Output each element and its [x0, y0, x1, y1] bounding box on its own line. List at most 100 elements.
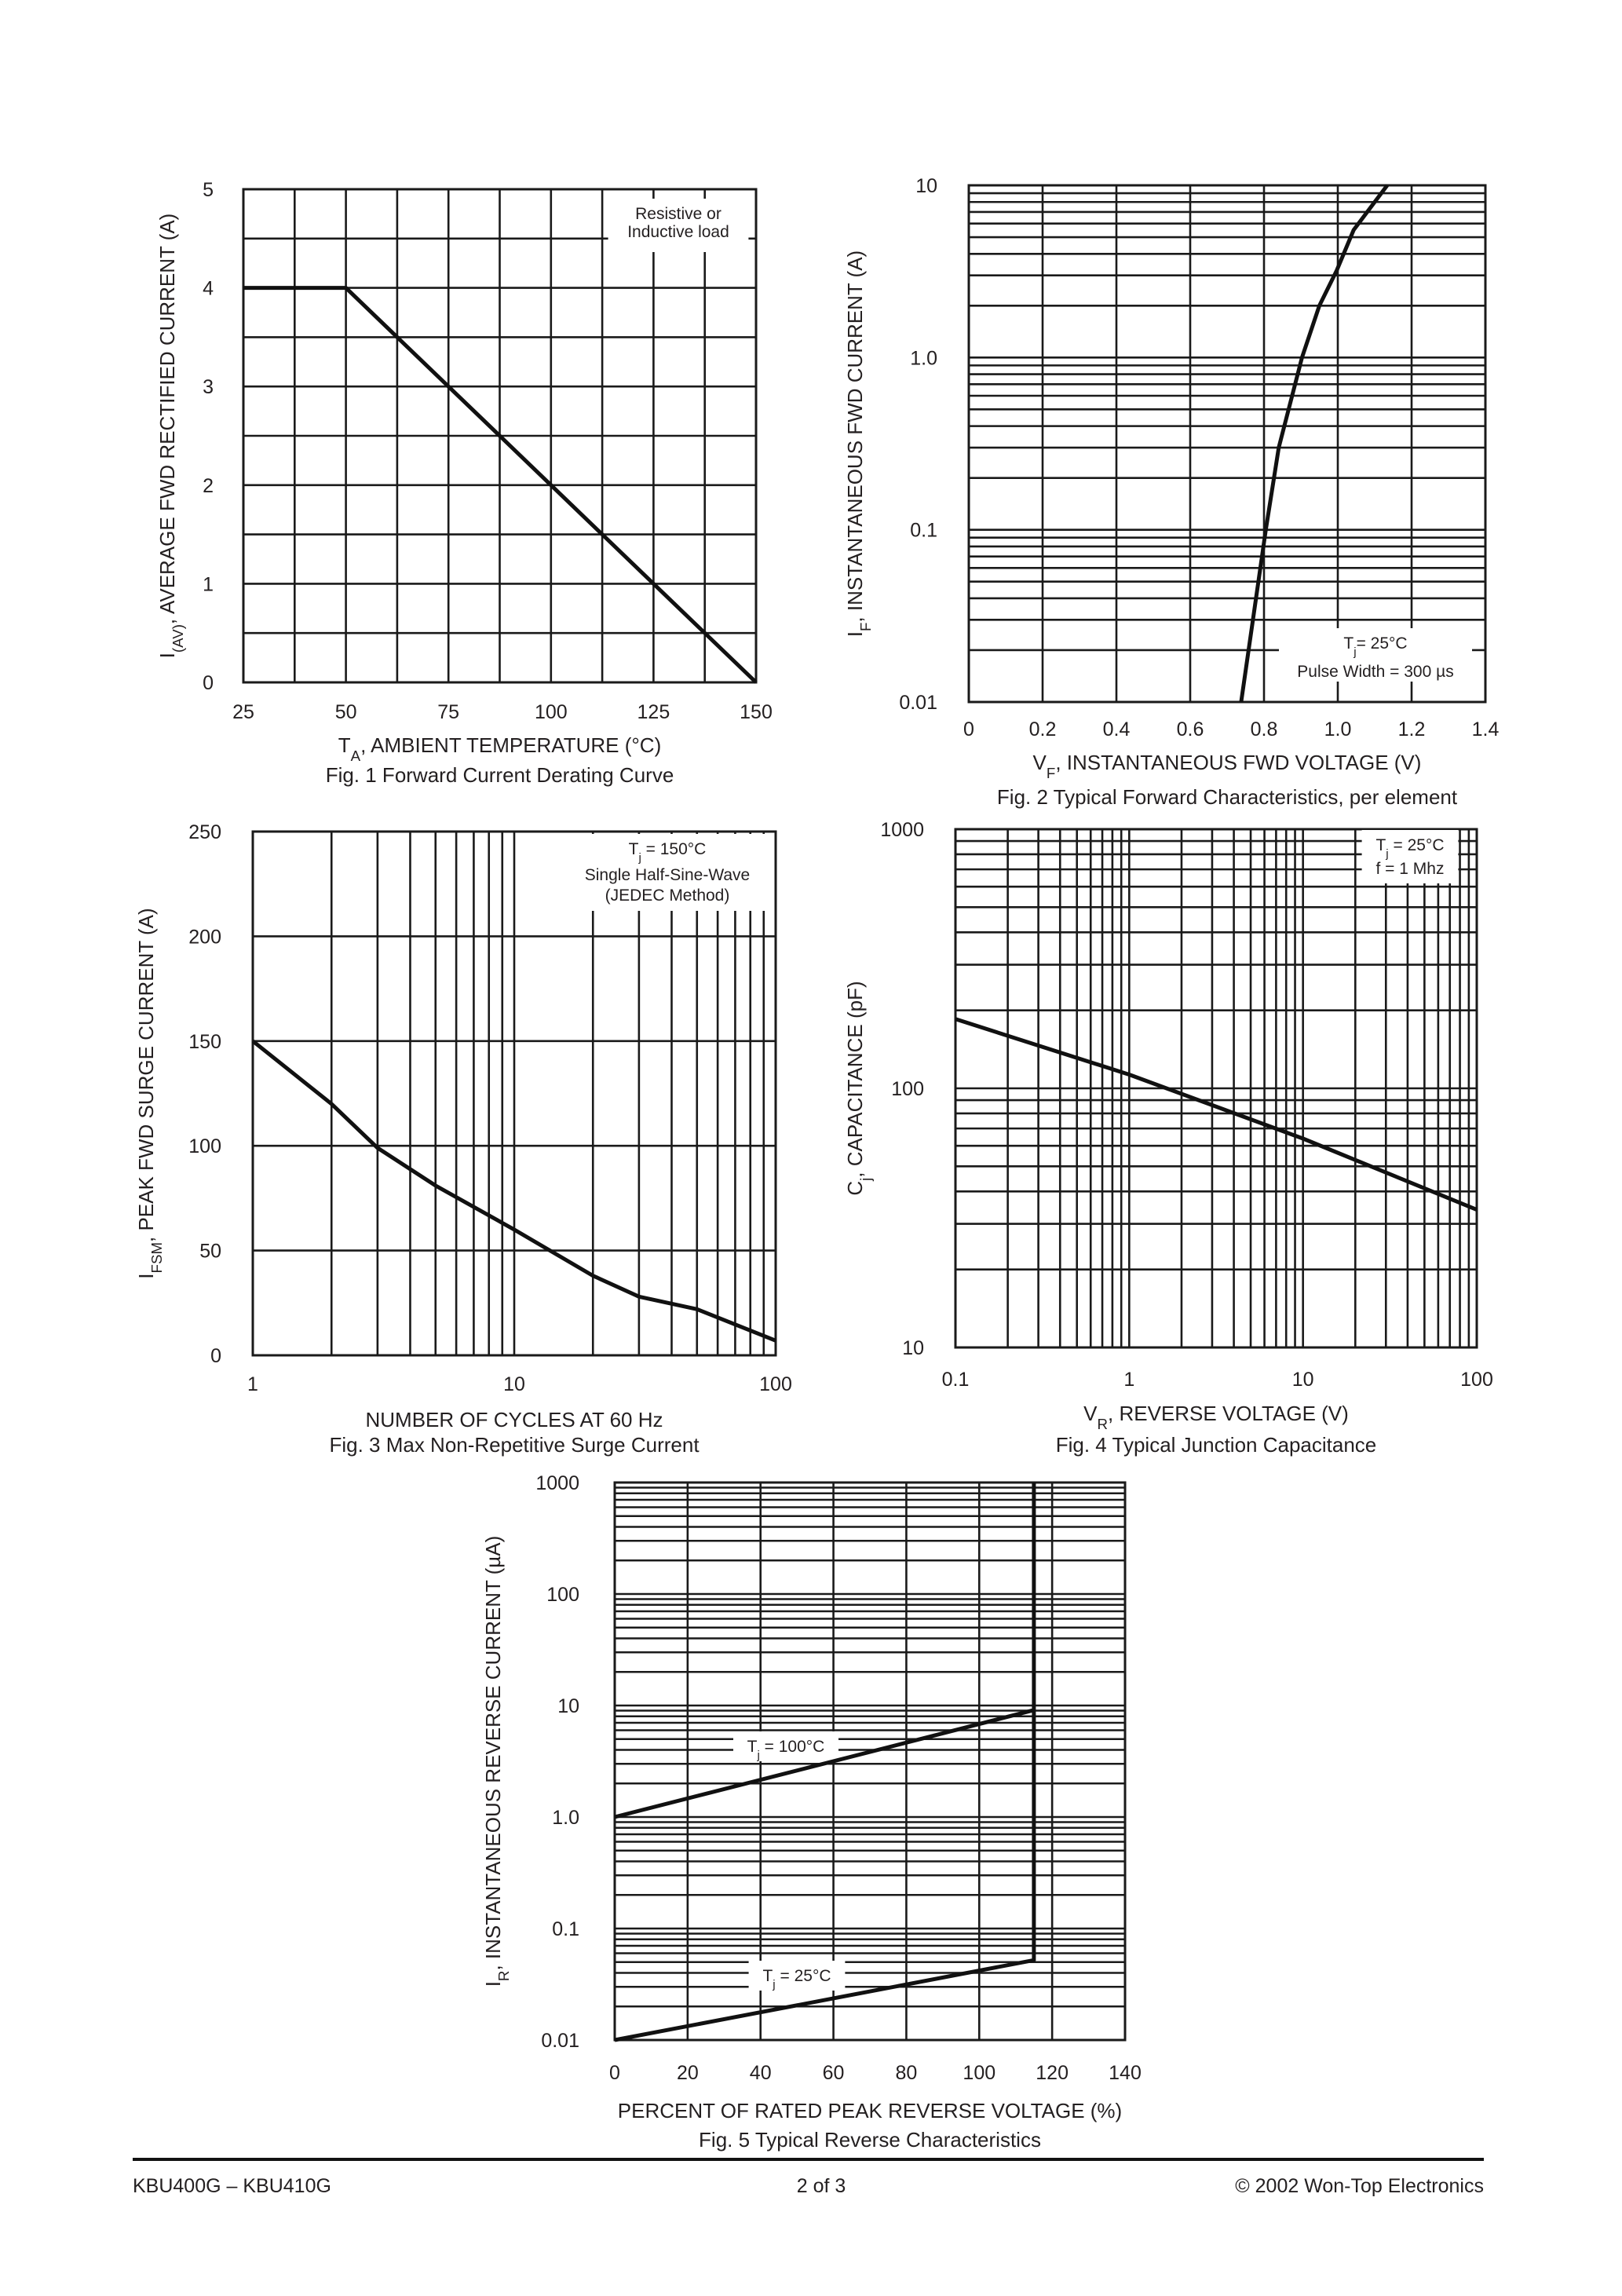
annotation-line: Tj = 100°C — [747, 1738, 825, 1762]
x-tick-label: 125 — [637, 701, 670, 723]
x-axis-label-text: NUMBER OF CYCLES AT 60 Hz — [365, 1408, 663, 1431]
y-tick-label: 200 — [188, 926, 221, 948]
annotation: Tj = 25°C — [748, 1961, 846, 1991]
y-tick-label: 10 — [902, 1337, 924, 1359]
x-axis-label-symbol: V — [1083, 1402, 1098, 1425]
figure-title: Fig. 4 Typical Junction Capacitance — [1056, 1433, 1377, 1457]
footer-copyright: © 2002 Won-Top Electronics — [1235, 2175, 1484, 2197]
annotation-subscript: j — [637, 851, 641, 865]
x-axis-label-text: , INSTANTANEOUS FWD VOLTAGE (V) — [1055, 751, 1421, 774]
series-line-1 — [251, 1039, 776, 1343]
annotation-text: Resistive or — [635, 205, 721, 223]
series-line-1 — [614, 1708, 1035, 1819]
annotation-line: Inductive load — [627, 223, 729, 241]
x-tick-label: 10 — [1292, 1369, 1314, 1391]
annotation-text-rest: = 150°C — [641, 840, 707, 858]
annotation-text-rest: = 100°C — [760, 1738, 825, 1756]
y-axis-label-symbol: I — [134, 1273, 158, 1278]
y-axis-label-text: , AVERAGE FWD RECTIFIED CURRENT (A) — [155, 214, 179, 624]
series-line-1 — [243, 286, 758, 684]
figure-2: Tj= 25°C Pulse Width = 300 µs 0 0.2 0.4 0.6 0.… — [843, 175, 1499, 809]
annotation-background — [566, 834, 769, 911]
annotation-subscript: j — [1353, 645, 1356, 659]
y-axis-label-text: , INSTANTANEOUS FWD CURRENT (A) — [843, 250, 867, 623]
annotation-text-rest: = 25°C — [776, 1967, 831, 1985]
plot-frame — [613, 1481, 1127, 2042]
annotation-line: (JEDEC Method) — [605, 887, 730, 905]
x-tick-label: 140 — [1109, 2062, 1142, 2084]
x-axis-label: PERCENT OF RATED PEAK REVERSE VOLTAGE (%… — [618, 2099, 1122, 2122]
x-tick-label: 0 — [963, 718, 974, 740]
annotation-text: T — [629, 840, 639, 858]
y-tick-label: 150 — [188, 1031, 221, 1053]
x-axis-label-text: , AMBIENT TEMPERATURE (°C) — [360, 733, 661, 757]
figure-title: Fig. 5 Typical Reverse Characteristics — [699, 2128, 1041, 2152]
series-line-1 — [1239, 184, 1389, 703]
x-tick-label: 100 — [1460, 1369, 1493, 1391]
annotation-line: Single Half-Sine-Wave — [585, 866, 750, 884]
annotation-text: Single Half-Sine-Wave — [585, 866, 750, 884]
grid — [613, 1481, 1127, 2042]
x-tick-label: 100 — [535, 701, 568, 723]
x-axis-label: NUMBER OF CYCLES AT 60 Hz — [365, 1408, 663, 1431]
annotation-text: Inductive load — [627, 223, 729, 241]
annotation-text: T — [1343, 634, 1353, 653]
y-axis-label-text: , INSTANTANEOUS REVERSE CURRENT (µA) — [481, 1536, 505, 1971]
y-tick-label: 0.1 — [910, 520, 937, 542]
annotation-background — [608, 199, 749, 252]
y-tick-label: 100 — [188, 1135, 221, 1157]
x-tick-label: 0.2 — [1029, 718, 1057, 740]
annotation-text: T — [762, 1967, 773, 1985]
annotation-line: Tj = 25°C — [1375, 836, 1444, 861]
y-tick-label: 1.0 — [910, 347, 937, 369]
x-tick-label: 0 — [609, 2062, 620, 2084]
x-tick-label: 10 — [503, 1373, 525, 1395]
y-tick-label: 4 — [203, 278, 214, 300]
footer-rule — [133, 2158, 1484, 2161]
y-axis-label-subscript: F — [857, 623, 874, 631]
y-tick-label: 1000 — [880, 819, 924, 841]
annotation-text: Pulse Width = 300 µs — [1297, 663, 1453, 681]
grid — [967, 184, 1487, 704]
annotation-subscript: j — [1385, 847, 1388, 861]
x-axis-label-subscript: F — [1047, 765, 1055, 781]
annotation-text: T — [747, 1738, 758, 1756]
x-tick-label: 80 — [896, 2062, 918, 2084]
x-axis-label-symbol: V — [1033, 751, 1047, 774]
annotation: Tj= 25°C Pulse Width = 300 µs — [1279, 628, 1472, 682]
y-tick-label: 2 — [203, 475, 214, 497]
x-axis-label-symbol: T — [338, 733, 351, 757]
y-axis-label: IFSM, PEAK FWD SURGE CURRENT (A) — [134, 908, 165, 1278]
figure-5: Tj = 100°CTj = 25°C0 20 40 60 80 100 120 1400.0… — [481, 1472, 1142, 2152]
x-tick-label: 1.0 — [1324, 718, 1352, 740]
y-axis-label-symbol: I — [843, 631, 867, 637]
x-axis-label-subscript: A — [351, 748, 361, 764]
annotation-text: T — [1375, 836, 1386, 854]
y-tick-label: 0.01 — [541, 2030, 579, 2052]
x-axis-label-subscript: R — [1098, 1416, 1109, 1432]
y-tick-label: 100 — [546, 1584, 579, 1606]
y-axis-label-text: , PEAK FWD SURGE CURRENT (A) — [134, 908, 158, 1242]
x-tick-label: 50 — [335, 701, 357, 723]
x-tick-label: 0.8 — [1251, 718, 1278, 740]
grid — [251, 830, 777, 1357]
x-tick-label: 1.4 — [1472, 718, 1500, 740]
y-axis-label: Cj, CAPACITANCE (pF) — [843, 981, 874, 1195]
annotation-background — [1279, 628, 1472, 682]
y-tick-label: 10 — [557, 1695, 579, 1717]
figure-title: Fig. 3 Max Non-Repetitive Surge Current — [329, 1433, 700, 1457]
annotation-line: Tj = 25°C — [762, 1967, 831, 1991]
figure-title: Fig. 2 Typical Forward Characteristics, … — [997, 785, 1458, 809]
x-tick-label: 1.2 — [1398, 718, 1426, 740]
annotation-line: Tj = 150°C — [629, 840, 707, 865]
annotation-line: Resistive or — [635, 205, 721, 223]
y-axis-label: IF, INSTANTANEOUS FWD CURRENT (A) — [843, 250, 874, 637]
y-tick-label: 100 — [891, 1078, 924, 1100]
y-tick-label: 5 — [203, 179, 214, 201]
x-axis-label-text: PERCENT OF RATED PEAK REVERSE VOLTAGE (%… — [618, 2099, 1122, 2122]
x-tick-label: 1 — [247, 1373, 258, 1395]
annotation-line: Pulse Width = 300 µs — [1297, 663, 1453, 681]
figure-title: Fig. 1 Forward Current Derating Curve — [326, 763, 674, 787]
